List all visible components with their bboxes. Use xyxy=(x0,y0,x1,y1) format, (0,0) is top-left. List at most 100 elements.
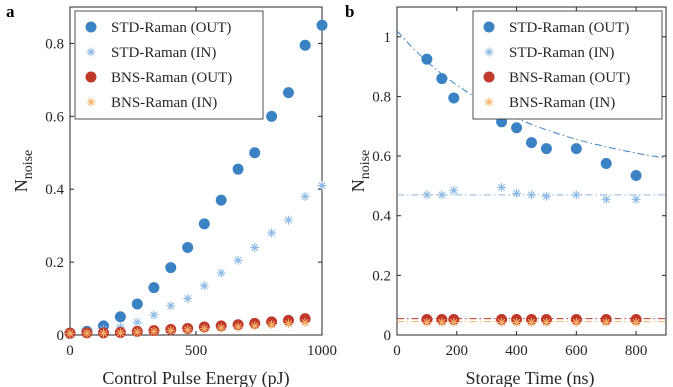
panel-a-point xyxy=(132,327,142,337)
panel-b-ticks: 0 200 400 600 800 0 0.2 0.4 0.6 0.8 1 xyxy=(372,7,666,359)
panel-a-point xyxy=(166,326,176,336)
panel-b-legend-item: BNS-Raman (IN) xyxy=(484,95,615,111)
panel-b-y-tick-label: 0.6 xyxy=(372,149,391,165)
panel-a-legend-label: STD-Raman (IN) xyxy=(111,45,216,61)
panel-b-point xyxy=(541,317,551,327)
panel-b-point xyxy=(526,137,537,149)
panel-a-letter: a xyxy=(6,2,15,21)
panel-b-point xyxy=(540,143,552,155)
panel-a-point xyxy=(199,324,209,334)
panel-a-y-tick-label: 0 xyxy=(57,328,65,344)
panel-b-legend-label: STD-Raman (OUT) xyxy=(509,20,629,36)
panel-a-point xyxy=(149,310,159,320)
panel-b-point xyxy=(571,190,581,200)
panel-a-point xyxy=(232,163,244,175)
panel-a-point xyxy=(99,328,109,338)
panel-a-y-label-sub: noise xyxy=(21,150,36,180)
panel-b-point xyxy=(527,317,536,327)
panel-b-x-tick-label: 600 xyxy=(565,343,588,359)
panel-a-point xyxy=(166,301,176,311)
panel-a-legend-item: STD-Raman (OUT) xyxy=(85,20,231,36)
panel-a-point xyxy=(266,110,278,122)
panel-a-x-tick-label: 500 xyxy=(185,343,208,359)
panel-a-legend-marker xyxy=(86,47,96,57)
panel-b-point xyxy=(512,188,522,198)
panel-b-y-tick-label: 0 xyxy=(384,328,392,344)
svg-text:Nnoise: Nnoise xyxy=(348,150,373,193)
panel-b-point xyxy=(571,317,581,327)
panel-b-x-tick-label: 200 xyxy=(446,343,469,359)
panel-b-y-label-sub: noise xyxy=(358,150,373,180)
panel-a-x-tick-label: 0 xyxy=(66,343,74,359)
panel-a-point xyxy=(233,255,243,265)
panel-a-point xyxy=(65,329,75,339)
panel-a-point xyxy=(267,228,277,238)
panel-a-legend-label: BNS-Raman (OUT) xyxy=(111,70,232,86)
panel-b-point xyxy=(436,73,448,85)
panel-b-point xyxy=(570,143,582,155)
panel-a-point xyxy=(165,262,177,274)
panel-a-point xyxy=(182,242,194,254)
panel-a-y-tick-label: 0.2 xyxy=(45,255,64,271)
panel-a-point xyxy=(148,282,160,294)
panel-b-point xyxy=(630,169,642,181)
svg-text:Nnoise: Nnoise xyxy=(11,150,36,193)
panel-b-legend-label: BNS-Raman (IN) xyxy=(509,95,615,111)
panel-a-legend: STD-Raman (OUT) STD-Raman (IN) BNS-Raman (… xyxy=(74,10,264,120)
panel-a-legend-marker xyxy=(86,97,96,107)
panel-b-point xyxy=(422,317,432,327)
panel-a-x-tick-label: 1000 xyxy=(307,343,337,359)
panel-a-legend-label: STD-Raman (OUT) xyxy=(111,20,231,36)
panel-b-legend-box xyxy=(472,10,663,120)
panel-b-x-tick-label: 0 xyxy=(393,343,401,359)
panel-a-point xyxy=(300,318,310,328)
panel-a-point xyxy=(199,281,209,291)
panel-a-legend-box xyxy=(74,10,264,120)
panel-b-point xyxy=(600,158,612,170)
panel-b-letter: b xyxy=(345,2,354,21)
panel-b-point xyxy=(437,317,447,327)
panel-a-point xyxy=(132,317,142,327)
panel-b-plot-frame xyxy=(396,6,667,336)
panel-a-series-4 xyxy=(65,318,310,339)
panel-a-point xyxy=(115,328,125,338)
panel-a-y-tick-label: 0.6 xyxy=(45,109,64,125)
panel-a-point xyxy=(216,323,226,333)
panel-b-point xyxy=(421,53,433,65)
panel-b-series-4 xyxy=(422,317,641,327)
panel-a-x-axis-label: Control Pulse Energy (pJ) xyxy=(102,368,289,387)
panel-a-legend-item: STD-Raman (IN) xyxy=(86,45,216,61)
panel-a-point xyxy=(216,268,226,278)
panel-b-y-tick-label: 1 xyxy=(384,30,392,46)
panel-b-y-axis-label: Nnoise xyxy=(348,150,373,193)
panel-a-point xyxy=(233,322,243,332)
panel-a-point xyxy=(198,218,210,230)
panel-a-point xyxy=(114,311,126,323)
panel-b-y-tick-label: 0.4 xyxy=(372,209,391,225)
panel-b-point xyxy=(511,122,523,134)
panel-b-x-axis-label: Storage Time (ns) xyxy=(465,368,594,387)
panel-a-point xyxy=(317,181,327,191)
panel-b-point xyxy=(448,92,460,104)
panel-a-legend-item: BNS-Raman (OUT) xyxy=(85,70,232,86)
panel-b-legend-label: STD-Raman (IN) xyxy=(509,45,614,61)
panel-a-y-axis-label: Nnoise xyxy=(11,150,36,193)
panel-b-legend-label: BNS-Raman (OUT) xyxy=(509,70,630,86)
panel-a-y-tick-label: 0.4 xyxy=(45,182,64,198)
panel-a-legend-item: BNS-Raman (IN) xyxy=(86,95,217,111)
panel-b-legend-item: STD-Raman (OUT) xyxy=(483,20,629,36)
panel-a-point xyxy=(300,192,310,202)
panel-a-ticks: 0 500 1000 0 0.2 0.4 0.6 0.8 xyxy=(45,7,337,359)
panel-b-point xyxy=(512,317,522,327)
panel-b-point xyxy=(601,317,611,327)
panel-a-point xyxy=(283,319,293,329)
panel-a-point xyxy=(183,294,193,304)
panel-b-y-label-main: N xyxy=(348,179,368,192)
panel-b-point xyxy=(601,194,611,204)
panel-b-point xyxy=(437,190,447,200)
panel-b-point xyxy=(449,317,459,327)
panel-b-x-tick-label: 800 xyxy=(625,343,648,359)
panel-b-point xyxy=(631,194,641,204)
